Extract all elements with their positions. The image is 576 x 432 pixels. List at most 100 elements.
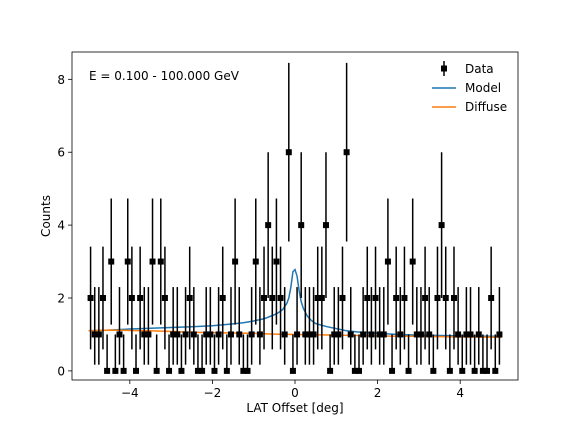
data-point-marker	[384, 258, 391, 265]
data-point	[149, 198, 156, 325]
data-point-marker	[467, 331, 474, 338]
legend-data-marker	[441, 65, 447, 72]
data-point	[116, 287, 123, 365]
data-point	[397, 287, 404, 365]
data-point	[104, 334, 111, 374]
data-point-marker	[227, 331, 234, 338]
data-point	[236, 287, 243, 365]
data-point	[157, 198, 164, 325]
data-point-marker	[104, 367, 111, 374]
legend-entry-model: Model	[432, 81, 501, 95]
data-point	[207, 287, 214, 365]
data-point-marker	[190, 331, 197, 338]
y-tick-label: 2	[57, 292, 65, 306]
data-point	[190, 287, 197, 365]
data-point-marker	[215, 331, 222, 338]
data-point-marker	[360, 331, 367, 338]
data-point	[459, 334, 466, 374]
data-point	[294, 287, 301, 365]
data-point-marker	[430, 367, 437, 374]
legend: Data Model Diffuse	[432, 61, 507, 114]
data-point	[133, 334, 140, 374]
data-point-marker	[409, 258, 416, 265]
data-point	[438, 152, 445, 298]
data-point-marker	[335, 331, 342, 338]
data-point	[273, 198, 280, 325]
data-point-marker	[128, 295, 135, 301]
data-point-marker	[178, 367, 185, 374]
data-point-marker	[244, 367, 251, 374]
data-point-marker	[401, 295, 408, 301]
data-point-marker	[298, 222, 305, 229]
data-point	[471, 334, 478, 374]
data-point-marker	[112, 367, 119, 374]
x-axis-label: LAT Offset [deg]	[246, 401, 343, 415]
data-point-marker	[261, 295, 268, 301]
data-point-marker	[322, 222, 329, 229]
data-point-marker	[417, 331, 424, 338]
data-point-marker	[450, 295, 457, 301]
data-point	[322, 152, 329, 298]
data-point	[389, 334, 396, 374]
energy-annotation: E = 0.100 - 100.000 GeV	[89, 69, 240, 83]
data-point	[182, 287, 189, 365]
data-point-marker	[376, 331, 383, 338]
data-point-marker	[294, 331, 301, 338]
data-point	[455, 287, 462, 365]
data-point	[492, 334, 499, 374]
data-point-marker	[161, 295, 168, 301]
data-point-marker	[133, 367, 140, 374]
data-point-marker	[87, 295, 94, 301]
data-point-marker	[306, 331, 313, 338]
data-point-marker	[488, 295, 495, 301]
data-point-marker	[380, 331, 387, 338]
data-point-marker	[281, 331, 288, 338]
data-point-marker	[248, 331, 255, 338]
data-point-marker	[356, 367, 363, 374]
data-point	[244, 334, 251, 374]
data-point-marker	[174, 331, 181, 338]
data-point-marker	[252, 258, 259, 265]
data-point	[137, 246, 144, 350]
data-point	[281, 287, 288, 365]
data-point	[120, 334, 127, 374]
data-point	[174, 287, 181, 365]
data-point-marker	[194, 367, 201, 374]
data-point-marker	[471, 367, 478, 374]
data-point	[128, 246, 135, 350]
data-point-marker	[207, 331, 214, 338]
data-point-marker	[372, 295, 379, 301]
data-point	[318, 246, 325, 350]
data-point	[178, 334, 185, 374]
data-point-marker	[455, 331, 462, 338]
data-point	[87, 246, 94, 350]
data-point	[310, 287, 317, 365]
data-point-marker	[203, 331, 210, 338]
data-point	[248, 287, 255, 365]
data-point	[335, 287, 342, 365]
legend-label-data: Data	[465, 62, 494, 76]
data-point-marker	[186, 295, 193, 301]
data-point-marker	[240, 367, 247, 374]
y-axis: 0 2 4 6 8	[57, 73, 72, 378]
data-point-marker	[492, 367, 499, 374]
data-point	[124, 198, 131, 325]
data-point-marker	[141, 331, 148, 338]
data-point-marker	[364, 295, 371, 301]
data-point-marker	[91, 331, 98, 338]
data-point-marker	[438, 222, 445, 229]
data-point	[108, 198, 115, 325]
data-point	[450, 246, 457, 350]
data-point-marker	[347, 331, 354, 338]
data-point-marker	[153, 367, 160, 374]
data-point-marker	[393, 295, 400, 301]
data-point-marker	[219, 295, 226, 301]
data-point	[430, 334, 437, 374]
data-point-marker	[351, 367, 358, 374]
y-axis-label: Counts	[39, 195, 53, 237]
data-point	[393, 246, 400, 350]
data-point	[360, 287, 367, 365]
data-point-marker	[124, 258, 131, 265]
data-point-marker	[368, 331, 375, 338]
data-point-marker	[170, 331, 177, 338]
